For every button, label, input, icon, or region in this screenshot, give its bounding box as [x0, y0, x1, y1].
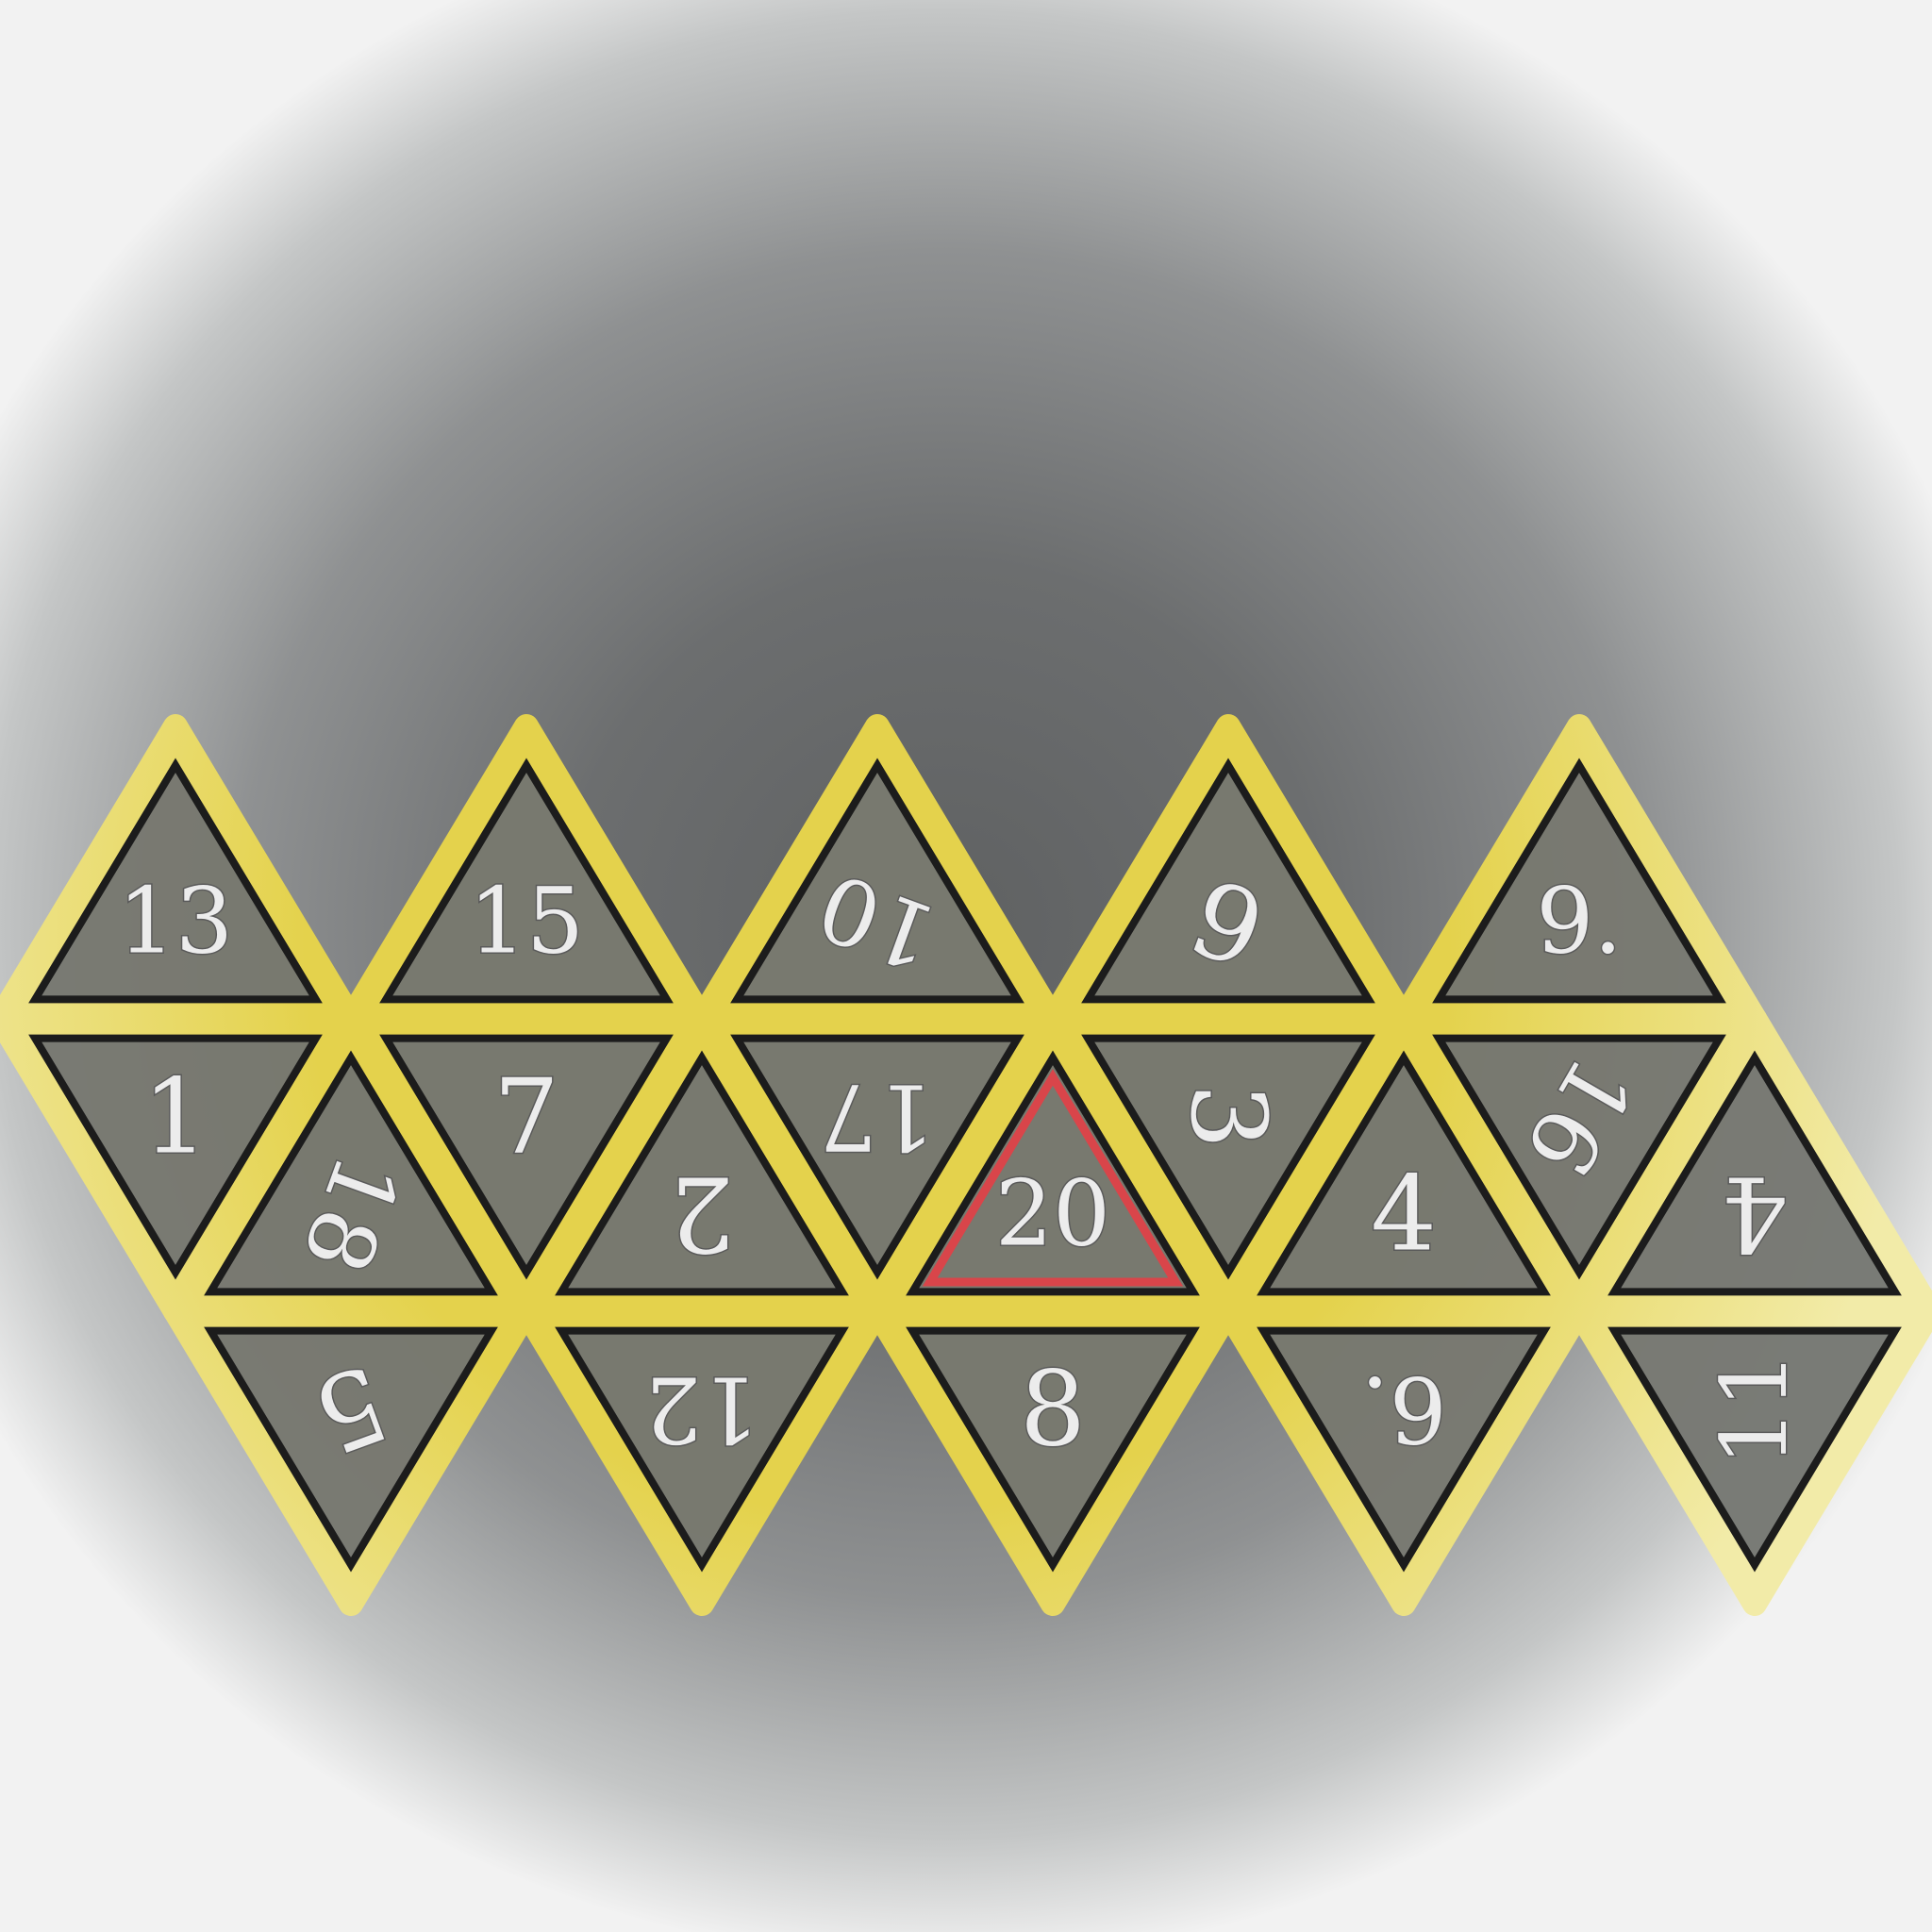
d20-face: 6	[1041, 714, 1416, 1031]
face-number: 17	[820, 1063, 935, 1169]
face-inner	[1432, 1034, 1726, 1280]
face-inner	[1257, 1326, 1551, 1573]
face-number: 4	[1371, 1154, 1437, 1274]
face-inner	[1081, 758, 1375, 1004]
d20-face: 4	[1567, 1007, 1932, 1324]
face-inner	[28, 1034, 323, 1280]
face-number: 12	[644, 1356, 759, 1461]
face-number: 13	[118, 869, 233, 974]
d20-face: 12	[514, 1299, 890, 1616]
face-number: 20	[995, 1161, 1110, 1267]
face-inner	[555, 1050, 849, 1296]
face-inner	[906, 1050, 1200, 1296]
face-inner	[379, 1034, 674, 1280]
face-number: 1	[142, 1056, 208, 1176]
d20-face: 15	[339, 714, 714, 1031]
highlight-outline	[922, 1069, 1184, 1287]
d20-face: 13	[0, 714, 363, 1031]
d20-face: 9.	[1391, 714, 1767, 1031]
face-number: 11	[1702, 1351, 1807, 1466]
d20-face: 6.	[1216, 1299, 1591, 1616]
face-number: 3	[1168, 1083, 1289, 1149]
face-number: 8	[1020, 1348, 1086, 1469]
face-number: 15	[469, 869, 584, 974]
face-inner	[1607, 1326, 1902, 1573]
face-inner	[555, 1326, 849, 1573]
face-inner	[730, 1034, 1024, 1280]
face-inner	[204, 1050, 498, 1296]
face-number: 2	[669, 1154, 735, 1274]
face-number: 6.	[1360, 1356, 1447, 1461]
face-inner	[906, 1326, 1200, 1573]
d20-face: 11	[1567, 1299, 1932, 1616]
face-inner	[1081, 1034, 1375, 1280]
face-inner	[1607, 1050, 1902, 1296]
face-inner	[1432, 758, 1726, 1004]
face-inner	[379, 758, 674, 1004]
d20-face: 8	[865, 1299, 1241, 1616]
face-number: 7	[493, 1056, 559, 1176]
face-inner	[204, 1326, 498, 1573]
d20-face: 5	[163, 1299, 539, 1616]
face-inner	[28, 758, 323, 1004]
face-number: 9.	[1536, 869, 1623, 974]
face-inner	[1257, 1050, 1551, 1296]
face-inner	[730, 758, 1024, 1004]
face-number: 4	[1722, 1154, 1788, 1274]
d20-face: 10	[690, 714, 1065, 1031]
